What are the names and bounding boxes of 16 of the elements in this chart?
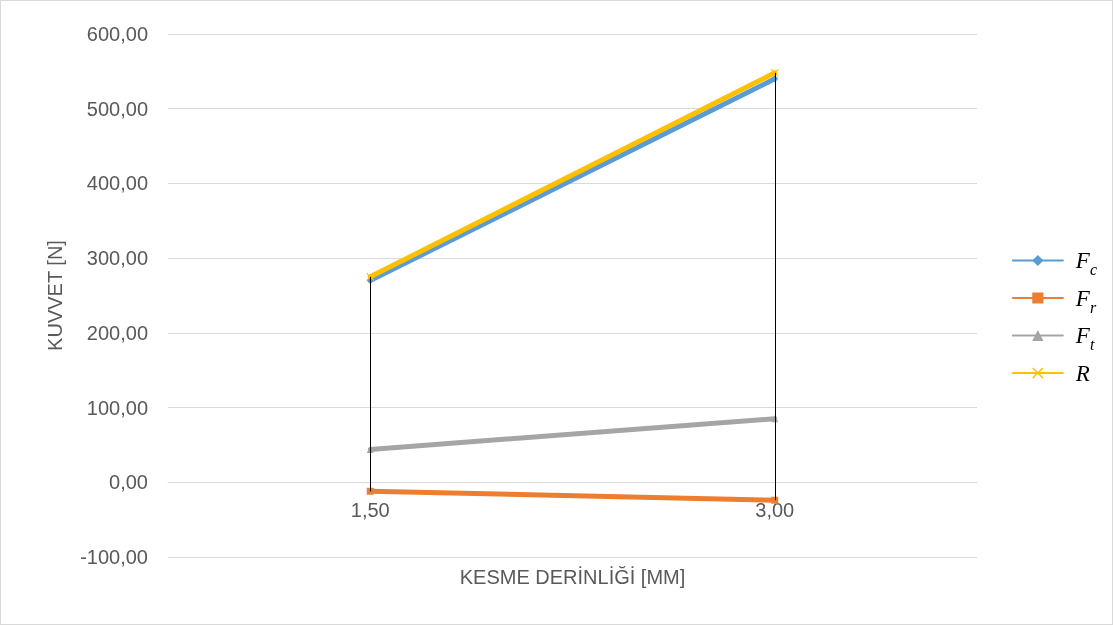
y-tick-label: 100,00 [86, 396, 148, 419]
y-tick-label: 600,00 [86, 23, 148, 45]
point [366, 487, 374, 495]
y-axis-title: KUVVET [N] [44, 240, 66, 351]
point [770, 68, 779, 77]
legend-label: R [1074, 360, 1090, 386]
y-tick-label: 0,00 [109, 471, 148, 494]
y-tick-label: -100,00 [80, 546, 148, 568]
y-tick-label: 300,00 [86, 247, 148, 270]
y-tick-label: 400,00 [86, 172, 148, 195]
x-axis-title: KESME DERİNLİĞİ [MM] [459, 566, 686, 588]
point [366, 272, 375, 281]
y-tick-label: 500,00 [86, 97, 148, 120]
y-tick-label: 200,00 [86, 321, 148, 344]
x-tick-label: 3,00 [755, 499, 795, 521]
x-tick-label: 1,50 [350, 499, 390, 521]
